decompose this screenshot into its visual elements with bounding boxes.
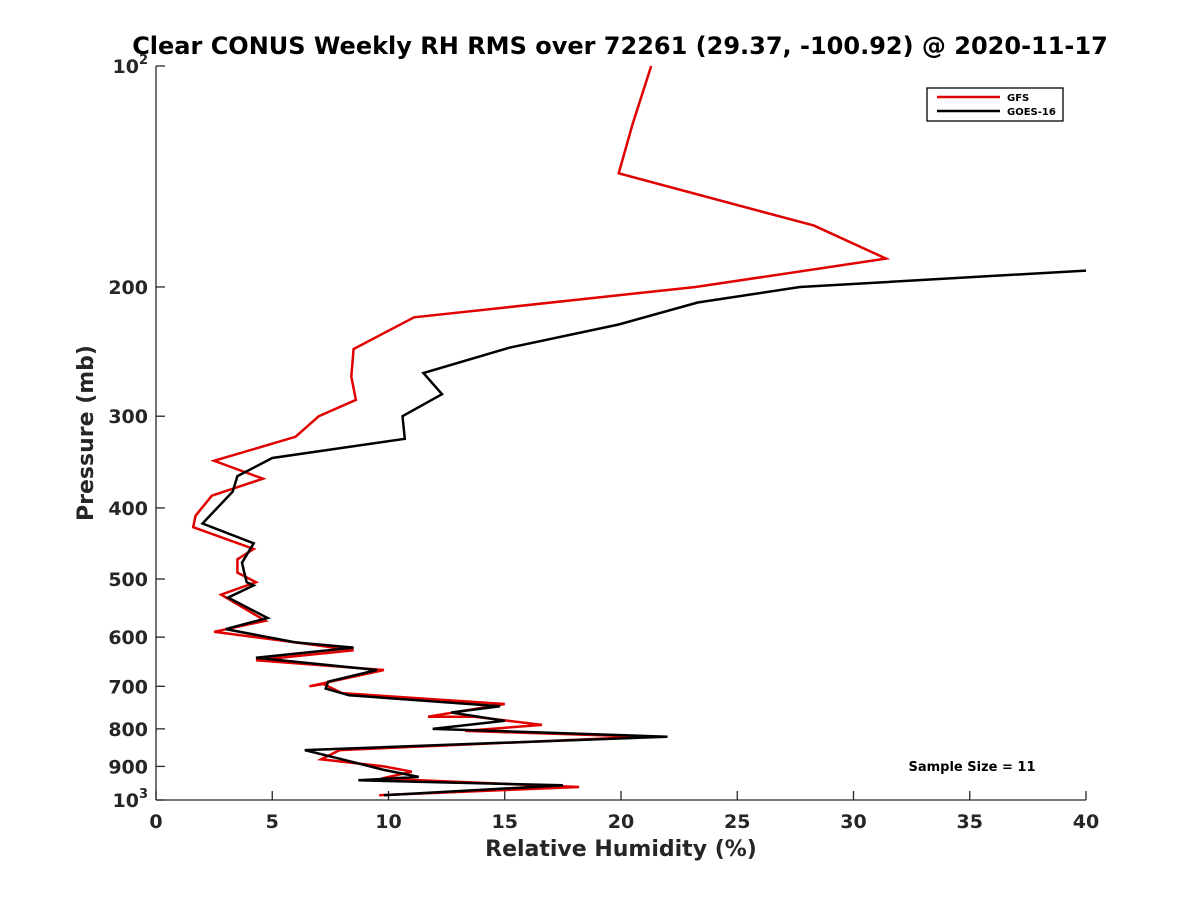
legend-label-gfs: GFS	[1007, 93, 1029, 104]
x-tick-label: 20	[608, 811, 634, 833]
x-axis-label: Relative Humidity (%)	[485, 837, 757, 862]
y-axis-label: Pressure (mb)	[74, 345, 99, 521]
legend-box	[926, 87, 1064, 122]
y-tick-label: 800	[108, 719, 148, 741]
x-tick-label: 25	[724, 811, 750, 833]
series-line-goes16	[200, 269, 1087, 797]
x-tick-label: 30	[840, 811, 866, 833]
y-tick-label-exponent: 2	[139, 53, 148, 68]
y-tick-label-exponent: 3	[139, 787, 148, 802]
y-tick-label: 700	[108, 676, 148, 698]
x-tick-label: 35	[957, 811, 983, 833]
y-tick-label: 900	[108, 756, 148, 778]
y-tick-label-base: 10	[113, 790, 139, 812]
sample-size-annotation: Sample Size = 11	[908, 760, 1035, 775]
x-axis-ticks: 0 5 10 15 20 25 30 35 40	[149, 791, 1099, 833]
x-tick-label: 15	[492, 811, 518, 833]
chart-title: Clear CONUS Weekly RH RMS over 72261 (29…	[132, 32, 1108, 60]
x-tick-label: 10	[375, 811, 401, 833]
y-tick-label: 500	[108, 569, 148, 591]
y-tick-label: 300	[108, 406, 148, 428]
y-tick-label: 600	[108, 627, 148, 649]
legend-label-goes16: GOES-16	[1007, 107, 1056, 118]
y-tick-label: 400	[108, 498, 148, 520]
y-tick-label-base: 10	[113, 56, 139, 78]
legend: GFS GOES-16	[926, 87, 1064, 122]
y-tick-label: 200	[108, 277, 148, 299]
x-tick-label: 40	[1073, 811, 1099, 833]
x-tick-label: 5	[266, 811, 279, 833]
x-tick-label: 0	[149, 811, 162, 833]
series-lines	[191, 65, 1087, 797]
